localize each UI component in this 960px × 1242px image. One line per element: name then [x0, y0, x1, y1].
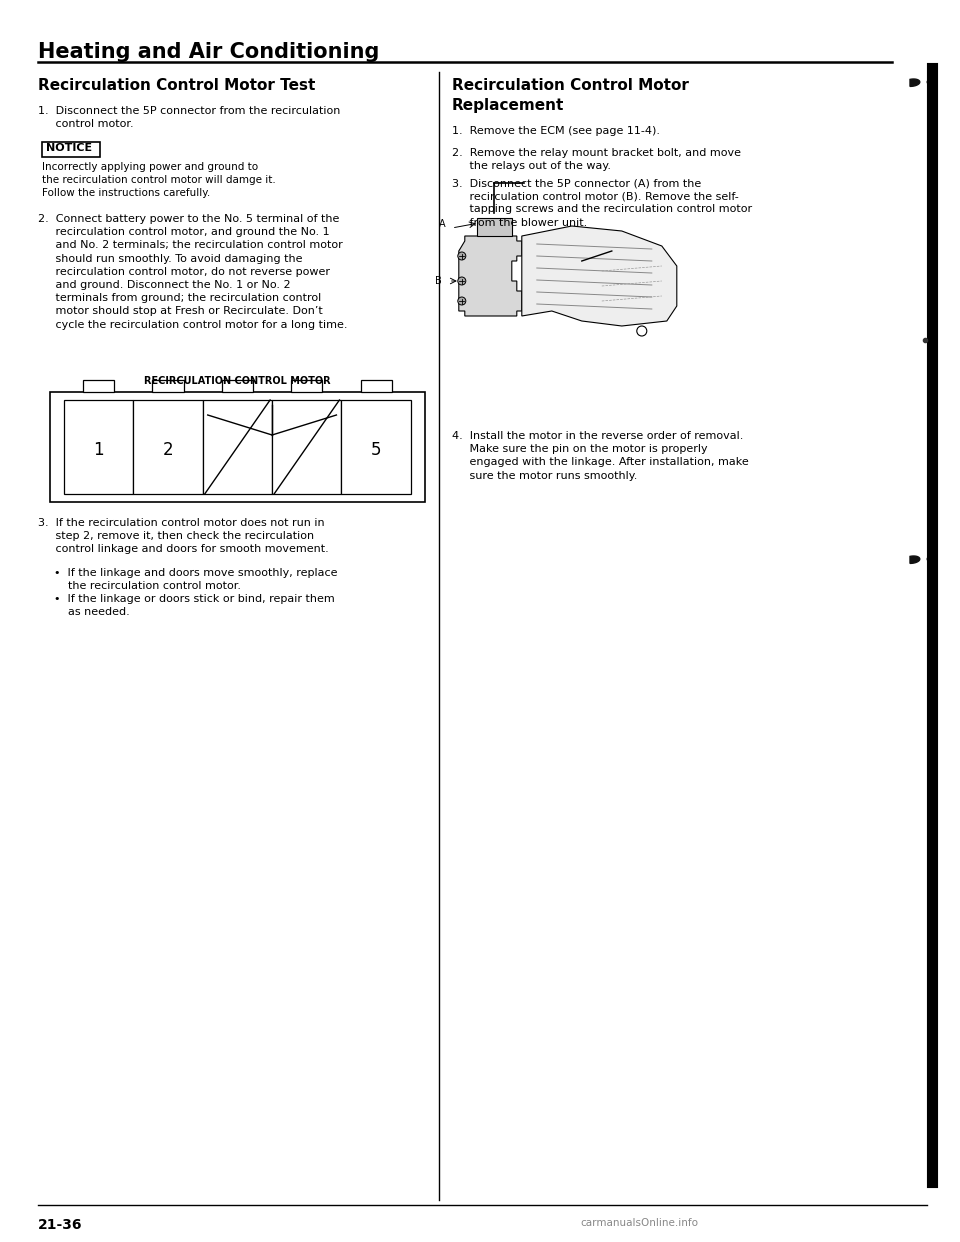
Text: 2.  Connect battery power to the No. 5 terminal of the
     recirculation contro: 2. Connect battery power to the No. 5 te…: [38, 214, 348, 329]
Text: carmanualsOnline.info: carmanualsOnline.info: [580, 1218, 698, 1228]
Text: 1.  Disconnect the 5P connector from the recirculation
     control motor.: 1. Disconnect the 5P connector from the …: [38, 106, 341, 129]
Bar: [361, 380, 392, 392]
Polygon shape: [910, 79, 920, 87]
Bar: [42, 142, 100, 156]
Text: A: A: [439, 219, 445, 229]
Bar: [272, 400, 342, 494]
Bar: [50, 392, 424, 502]
Polygon shape: [459, 236, 522, 315]
Text: Recirculation Control Motor: Recirculation Control Motor: [452, 78, 688, 93]
Bar: [133, 400, 203, 494]
Text: 21-36: 21-36: [38, 1218, 83, 1232]
Polygon shape: [522, 226, 677, 325]
Bar: [64, 400, 133, 494]
Text: Replacement: Replacement: [452, 98, 564, 113]
Text: Recirculation Control Motor Test: Recirculation Control Motor Test: [38, 78, 316, 93]
Text: •  If the linkage and doors move smoothly, replace
    the recirculation control: • If the linkage and doors move smoothly…: [54, 568, 338, 591]
Text: 2: 2: [163, 441, 174, 460]
Bar: [203, 400, 272, 494]
Text: 1: 1: [93, 441, 104, 460]
Polygon shape: [927, 556, 937, 564]
Text: Heating and Air Conditioning: Heating and Air Conditioning: [38, 42, 379, 62]
Bar: [291, 380, 323, 392]
Text: 1.  Remove the ECM (see page 11-4).: 1. Remove the ECM (see page 11-4).: [452, 125, 660, 137]
Text: 4.  Install the motor in the reverse order of removal.
     Make sure the pin on: 4. Install the motor in the reverse orde…: [452, 431, 749, 481]
Text: 2.  Remove the relay mount bracket bolt, and move
     the relays out of the way: 2. Remove the relay mount bracket bolt, …: [452, 148, 741, 171]
Polygon shape: [910, 556, 920, 564]
Bar: [477, 219, 512, 236]
Text: 3.  If the recirculation control motor does not run in
     step 2, remove it, t: 3. If the recirculation control motor do…: [38, 518, 328, 554]
Bar: [342, 400, 411, 494]
Circle shape: [458, 252, 466, 260]
Text: 5: 5: [371, 441, 381, 460]
Circle shape: [458, 297, 466, 306]
Text: Incorrectly applying power and ground to
the recirculation control motor will da: Incorrectly applying power and ground to…: [42, 161, 276, 199]
Text: B: B: [435, 276, 442, 286]
Circle shape: [458, 277, 466, 284]
Text: RECIRCULATION CONTROL MOTOR: RECIRCULATION CONTROL MOTOR: [144, 376, 330, 386]
Bar: [153, 380, 183, 392]
Text: NOTICE: NOTICE: [46, 143, 92, 153]
Text: •  If the linkage or doors stick or bind, repair them
    as needed.: • If the linkage or doors stick or bind,…: [54, 594, 335, 617]
Polygon shape: [927, 79, 937, 87]
Text: 3.  Disconnect the 5P connector (A) from the
     recirculation control motor (B: 3. Disconnect the 5P connector (A) from …: [452, 178, 752, 227]
Bar: [84, 380, 114, 392]
Bar: [222, 380, 253, 392]
Circle shape: [636, 325, 647, 337]
